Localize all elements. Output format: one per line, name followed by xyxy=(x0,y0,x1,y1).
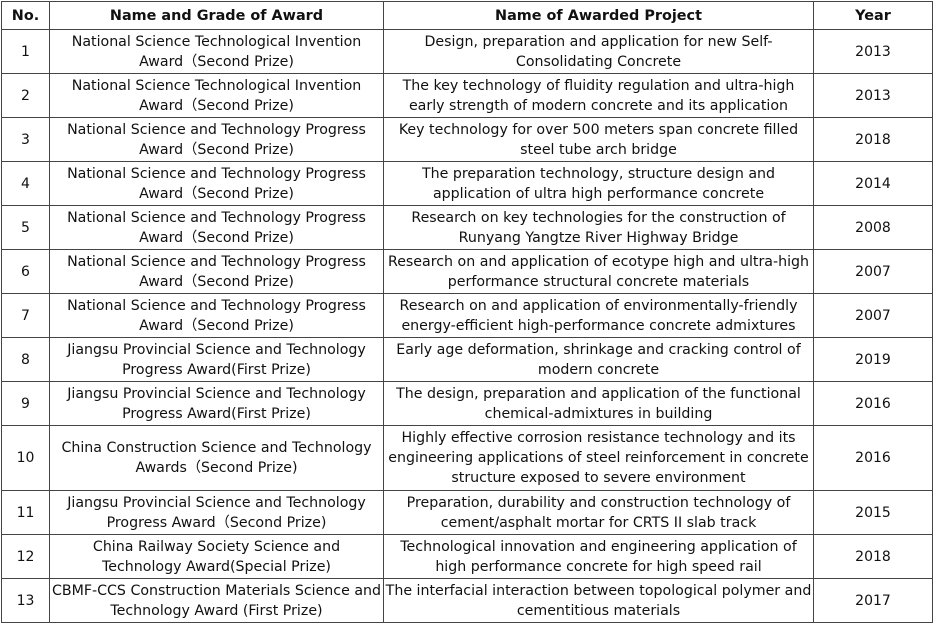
table-row: 13 CBMF-CCS Construction Materials Scien… xyxy=(1,578,933,623)
cell-year: 2019 xyxy=(813,337,933,382)
cell-project: The design, preparation and application … xyxy=(383,381,814,426)
cell-no: 5 xyxy=(1,205,50,250)
table-row: 10 China Construction Science and Techno… xyxy=(1,425,933,491)
table-body: 1 National Science Technological Inventi… xyxy=(1,29,933,623)
cell-project: The key technology of fluidity regulatio… xyxy=(383,73,814,118)
cell-project: Research on and application of ecotype h… xyxy=(383,249,814,294)
table-row: 11 Jiangsu Provincial Science and Techno… xyxy=(1,490,933,535)
header-project: Name of Awarded Project xyxy=(383,1,814,30)
table-row: 2 National Science Technological Inventi… xyxy=(1,73,933,118)
cell-no: 7 xyxy=(1,293,50,338)
cell-year: 2015 xyxy=(813,490,933,535)
cell-award-name: National Science and Technology Progress… xyxy=(49,293,384,338)
table-row: 6 National Science and Technology Progre… xyxy=(1,249,933,294)
cell-no: 10 xyxy=(1,425,50,491)
cell-year: 2017 xyxy=(813,578,933,623)
header-award-name: Name and Grade of Award xyxy=(49,1,384,30)
cell-year: 2014 xyxy=(813,161,933,206)
cell-project: Highly effective corrosion resistance te… xyxy=(383,425,814,491)
cell-project: Research on and application of environme… xyxy=(383,293,814,338)
cell-no: 13 xyxy=(1,578,50,623)
header-year: Year xyxy=(813,1,933,30)
table-row: 4 National Science and Technology Progre… xyxy=(1,161,933,206)
cell-award-name: China Construction Science and Technolog… xyxy=(49,425,384,491)
cell-project: Early age deformation, shrinkage and cra… xyxy=(383,337,814,382)
cell-award-name: National Science Technological Invention… xyxy=(49,73,384,118)
cell-year: 2018 xyxy=(813,534,933,579)
cell-award-name: National Science and Technology Progress… xyxy=(49,117,384,162)
cell-project: Preparation, durability and construction… xyxy=(383,490,814,535)
cell-award-name: National Science Technological Invention… xyxy=(49,29,384,74)
cell-year: 2016 xyxy=(813,381,933,426)
table-row: 3 National Science and Technology Progre… xyxy=(1,117,933,162)
cell-year: 2018 xyxy=(813,117,933,162)
cell-project: The preparation technology, structure de… xyxy=(383,161,814,206)
cell-no: 4 xyxy=(1,161,50,206)
table-row: 7 National Science and Technology Progre… xyxy=(1,293,933,338)
cell-award-name: National Science and Technology Progress… xyxy=(49,249,384,294)
cell-no: 6 xyxy=(1,249,50,294)
cell-no: 11 xyxy=(1,490,50,535)
cell-project: Research on key technologies for the con… xyxy=(383,205,814,250)
cell-project: Key technology for over 500 meters span … xyxy=(383,117,814,162)
cell-project: Technological innovation and engineering… xyxy=(383,534,814,579)
cell-project: The interfacial interaction between topo… xyxy=(383,578,814,623)
cell-award-name: Jiangsu Provincial Science and Technolog… xyxy=(49,381,384,426)
cell-year: 2007 xyxy=(813,293,933,338)
header-no: No. xyxy=(1,1,50,30)
cell-award-name: CBMF-CCS Construction Materials Science … xyxy=(49,578,384,623)
table-row: 5 National Science and Technology Progre… xyxy=(1,205,933,250)
cell-year: 2013 xyxy=(813,73,933,118)
cell-no: 12 xyxy=(1,534,50,579)
cell-award-name: Jiangsu Provincial Science and Technolog… xyxy=(49,490,384,535)
cell-no: 3 xyxy=(1,117,50,162)
cell-no: 2 xyxy=(1,73,50,118)
cell-award-name: China Railway Society Science and Techno… xyxy=(49,534,384,579)
cell-award-name: Jiangsu Provincial Science and Technolog… xyxy=(49,337,384,382)
header-row: No. Name and Grade of Award Name of Awar… xyxy=(1,1,933,30)
cell-no: 1 xyxy=(1,29,50,74)
table-row: 1 National Science Technological Inventi… xyxy=(1,29,933,74)
cell-no: 8 xyxy=(1,337,50,382)
cell-year: 2016 xyxy=(813,425,933,491)
table-row: 12 China Railway Society Science and Tec… xyxy=(1,534,933,579)
cell-year: 2007 xyxy=(813,249,933,294)
cell-award-name: National Science and Technology Progress… xyxy=(49,161,384,206)
cell-year: 2008 xyxy=(813,205,933,250)
cell-year: 2013 xyxy=(813,29,933,74)
table-row: 9 Jiangsu Provincial Science and Technol… xyxy=(1,381,933,426)
cell-award-name: National Science and Technology Progress… xyxy=(49,205,384,250)
table-header: No. Name and Grade of Award Name of Awar… xyxy=(1,1,933,30)
cell-no: 9 xyxy=(1,381,50,426)
cell-project: Design, preparation and application for … xyxy=(383,29,814,74)
table-row: 8 Jiangsu Provincial Science and Technol… xyxy=(1,337,933,382)
